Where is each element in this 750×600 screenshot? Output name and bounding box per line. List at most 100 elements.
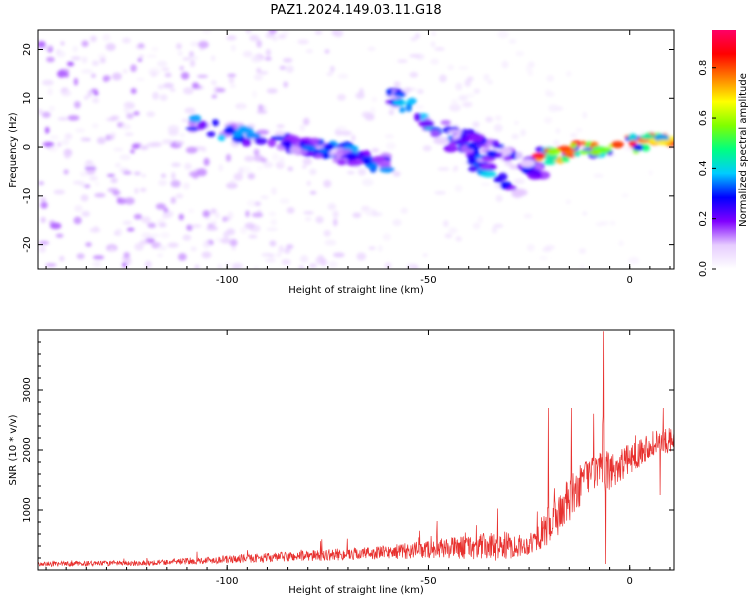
heatmap-ytick-label: -10 (22, 188, 33, 204)
heatmap-noise-blob (593, 173, 604, 178)
heatmap-noise-blob (279, 65, 287, 70)
heatmap-noise-blob (126, 227, 135, 232)
heatmap-noise-blob (360, 209, 367, 213)
heatmap-signal-blob (560, 156, 570, 163)
heatmap-noise-blob (72, 45, 78, 53)
heatmap-noise-blob (182, 57, 191, 61)
heatmap-noise-blob (245, 210, 250, 218)
heatmap-noise-blob (448, 227, 458, 234)
heatmap-noise-blob (272, 153, 280, 162)
heatmap-signal-blob (315, 153, 323, 159)
heatmap-noise-blob (256, 109, 268, 114)
heatmap-noise-blob (57, 117, 69, 121)
heatmap-signal-blob (466, 158, 475, 165)
heatmap-noise-blob (231, 246, 236, 251)
heatmap-noise-blob (333, 30, 344, 38)
heatmap-noise-blob (111, 72, 122, 81)
heatmap-noise-blob (130, 64, 137, 73)
heatmap-noise-blob (371, 96, 378, 103)
heatmap-noise-blob (71, 56, 82, 61)
heatmap-noise-blob (114, 162, 121, 168)
heatmap-noise-blob (40, 216, 46, 223)
heatmap-frame (37, 29, 675, 270)
heatmap-noise-blob (323, 230, 331, 237)
snr-xtick-label: -50 (420, 576, 436, 587)
heatmap-noise-blob (169, 88, 176, 92)
heatmap-signal-blob (379, 166, 395, 173)
heatmap-noise-blob (226, 182, 238, 189)
heatmap-noise-blob (305, 49, 314, 53)
heatmap-noise-blob (434, 191, 447, 195)
heatmap-noise-blob (392, 219, 402, 226)
heatmap-noise-blob (64, 151, 71, 159)
heatmap-noise-blob (378, 245, 383, 252)
heatmap-noise-blob (122, 261, 127, 268)
heatmap-noise-blob (491, 226, 498, 234)
heatmap-noise-blob (483, 73, 490, 81)
heatmap-noise-blob (158, 179, 168, 186)
heatmap-noise-blob (356, 252, 367, 261)
heatmap-noise-blob (526, 244, 535, 252)
heatmap-noise-blob (134, 187, 139, 194)
heatmap-ytick-label: 0 (22, 144, 33, 150)
heatmap-noise-blob (523, 213, 533, 219)
heatmap-noise-blob (251, 55, 262, 63)
heatmap-noise-blob (324, 239, 337, 246)
heatmap-noise-blob (168, 129, 179, 136)
colorbar-tick-label: 0.8 (698, 60, 709, 76)
heatmap-noise-blob (449, 103, 461, 112)
heatmap-noise-blob (455, 236, 462, 242)
heatmap-noise-blob (171, 172, 176, 180)
heatmap-noise-blob (458, 94, 468, 102)
heatmap-noise-blob (278, 34, 287, 40)
heatmap-noise-blob (55, 50, 66, 58)
heatmap-noise-blob (254, 265, 259, 269)
heatmap-noise-blob (179, 65, 185, 71)
heatmap-noise-blob (113, 147, 124, 152)
heatmap-noise-blob (179, 133, 186, 137)
heatmap-noise-blob (323, 179, 332, 188)
heatmap-noise-blob (83, 95, 89, 100)
heatmap-noise-blob (415, 105, 424, 109)
heatmap-signal-blob (440, 119, 452, 126)
heatmap-noise-blob (609, 220, 616, 226)
heatmap-signal-blob (467, 153, 477, 160)
heatmap-signal-blob (515, 151, 523, 160)
heatmap-noise-blob (94, 182, 101, 186)
heatmap-noise-blob (91, 123, 99, 129)
colorbar: 0.0 0.2 0.4 0.6 0.8 Normalized spectral ampl… (698, 30, 749, 277)
colorbar-tick-label: 0.2 (698, 211, 709, 227)
heatmap-noise-blob (202, 240, 211, 249)
heatmap-noise-blob (61, 90, 72, 97)
heatmap-noise-blob (265, 258, 277, 263)
heatmap-noise-blob (144, 260, 152, 269)
heatmap-noise-blob (198, 40, 209, 49)
heatmap-noise-blob (42, 141, 55, 147)
heatmap-noise-blob (123, 252, 130, 259)
heatmap-noise-blob (320, 258, 328, 267)
heatmap-noise-blob (437, 167, 450, 171)
heatmap-noise-blob (205, 216, 211, 221)
heatmap-signal-blob (211, 119, 219, 127)
colorbar-tick-label: 0.6 (698, 110, 709, 126)
heatmap-signal-blob (245, 132, 261, 139)
heatmap-noise-blob (315, 216, 324, 224)
heatmap-noise-blob (85, 242, 92, 247)
heatmap-noise-blob (41, 111, 51, 118)
heatmap-noise-blob (371, 148, 380, 153)
heatmap-noise-blob (134, 242, 144, 251)
heatmap-noise-blob (400, 207, 408, 214)
heatmap-signal-blob (188, 114, 202, 123)
heatmap-signal-blob (398, 106, 406, 113)
heatmap-noise-blob (146, 111, 156, 117)
heatmap-noise-blob (548, 104, 559, 112)
heatmap-noise-blob (85, 168, 96, 175)
heatmap-noise-blob (178, 253, 187, 261)
heatmap-noise-blob (384, 262, 392, 269)
heatmap-noise-blob (306, 180, 311, 186)
heatmap-noise-blob (111, 190, 121, 195)
heatmap-noise-blob (355, 92, 365, 100)
heatmap-noise-blob (79, 171, 88, 177)
heatmap-noise-blob (332, 210, 339, 219)
